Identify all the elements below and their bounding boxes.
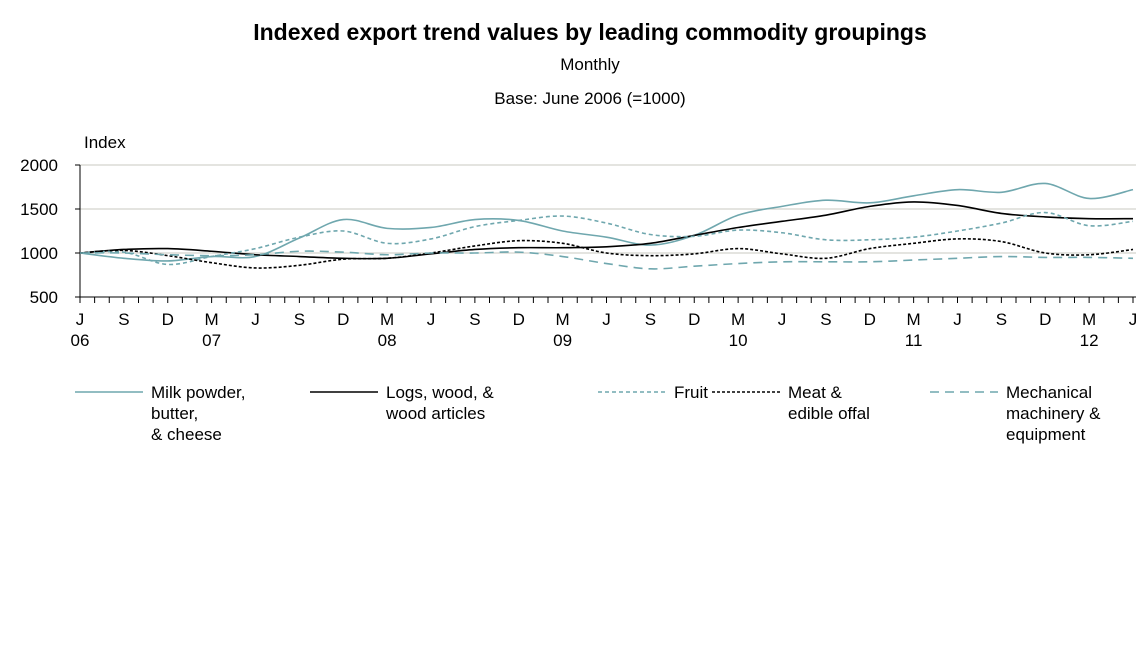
legend-label: Fruit [674,383,708,402]
x-tick-label: S [294,310,305,329]
legend-label: Mechanical machinery & equipment [1006,383,1101,444]
x-tick-label: M 07 [202,310,221,350]
x-tick-label: S [469,310,480,329]
y-axis-label: Index [84,133,126,152]
x-tick-label: S [996,310,1007,329]
x-tick-label: D [337,310,349,329]
x-tick-label: J 06 [71,310,90,350]
x-tick-label: D [162,310,174,329]
y-tick-label: 500 [30,288,58,307]
x-tick-label: J [1129,310,1136,329]
x-tick-label: S [645,310,656,329]
legend-label: Meat & edible offal [788,383,870,423]
chart-title: Indexed export trend values by leading c… [253,19,927,45]
legend-label: Logs, wood, & wood articles [385,383,494,423]
x-tick-label: J [602,310,611,329]
x-tick-label: M 08 [378,310,397,350]
x-tick-label: M 11 [905,310,923,350]
series-line [79,238,1134,269]
x-tick-label: J [778,310,787,329]
chart-subtitle: Base: June 2006 (=1000) [494,89,685,108]
x-tick-label: S [820,310,831,329]
x-tick-label: M 09 [553,310,572,350]
series-line [79,250,1134,270]
series-line [79,201,1134,260]
x-tick-label: M 10 [729,310,748,350]
x-tick-label: J [427,310,436,329]
legend-label: Milk powder, butter, & cheese [151,383,245,444]
series-line [79,211,1134,266]
y-tick-label: 2000 [20,156,58,175]
chart-subtitle: Monthly [560,55,620,74]
series-line [79,182,1134,262]
y-tick-label: 1000 [20,244,58,263]
x-tick-label: D [1039,310,1051,329]
x-tick-label: D [513,310,525,329]
x-tick-label: S [118,310,129,329]
x-tick-label: M 12 [1080,310,1099,350]
y-tick-label: 1500 [20,200,58,219]
x-tick-label: J [251,310,260,329]
x-tick-label: D [688,310,700,329]
x-tick-label: D [864,310,876,329]
x-tick-label: J [953,310,962,329]
